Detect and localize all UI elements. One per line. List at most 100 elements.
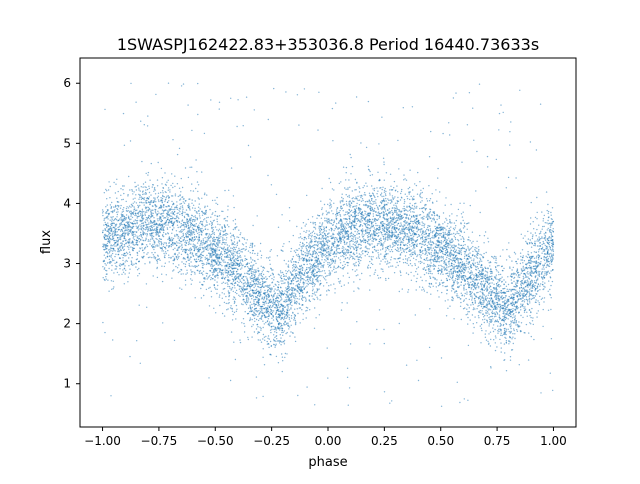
data-point: [158, 230, 161, 232]
data-point: [513, 305, 515, 307]
data-point: [474, 275, 477, 277]
data-point: [152, 232, 154, 234]
data-point: [346, 213, 349, 215]
data-point: [516, 262, 518, 265]
data-point: [505, 187, 507, 189]
data-point: [230, 289, 232, 291]
data-point: [288, 328, 290, 330]
data-point: [342, 223, 344, 225]
data-point: [490, 271, 492, 273]
data-point: [293, 289, 295, 291]
data-point: [149, 240, 151, 242]
data-point: [287, 282, 290, 284]
data-point: [440, 264, 442, 267]
data-point: [161, 265, 163, 267]
data-point: [370, 198, 373, 200]
data-point: [336, 237, 338, 239]
data-point: [432, 285, 434, 287]
data-point: [326, 242, 329, 244]
data-point: [494, 313, 497, 315]
data-point: [398, 322, 400, 325]
data-point: [217, 230, 220, 232]
data-point: [230, 331, 233, 333]
data-point: [163, 252, 165, 255]
data-point: [317, 214, 319, 216]
data-point: [179, 211, 181, 213]
data-point: [325, 254, 328, 257]
data-point: [305, 300, 307, 302]
data-point: [208, 258, 210, 260]
data-point: [173, 227, 175, 229]
data-point: [343, 249, 345, 251]
data-point: [377, 218, 380, 220]
data-point: [319, 231, 321, 234]
data-point: [399, 241, 401, 243]
data-point: [428, 243, 430, 245]
data-point: [355, 247, 357, 250]
data-point: [449, 247, 451, 249]
data-point: [259, 242, 262, 245]
data-point: [400, 232, 402, 234]
data-point: [538, 275, 541, 278]
data-point: [335, 213, 337, 216]
data-point: [421, 216, 424, 219]
data-point: [538, 224, 540, 226]
data-point: [294, 336, 296, 338]
data-point: [491, 272, 493, 275]
data-point: [471, 259, 473, 261]
data-point: [287, 266, 290, 268]
data-point: [115, 211, 118, 213]
data-point: [212, 239, 214, 241]
data-point: [541, 246, 544, 248]
data-point: [105, 206, 107, 208]
data-point: [311, 231, 313, 234]
data-point: [357, 212, 359, 214]
data-point: [416, 205, 418, 208]
data-point: [384, 251, 387, 253]
data-point: [135, 243, 138, 245]
data-point: [420, 254, 422, 256]
data-point: [404, 235, 407, 237]
data-point: [463, 287, 465, 290]
data-point: [257, 280, 259, 282]
data-point: [542, 240, 544, 243]
data-point: [391, 229, 393, 231]
data-point: [503, 301, 505, 303]
data-point: [260, 286, 262, 289]
data-point: [490, 289, 492, 291]
data-point: [504, 313, 506, 315]
data-point: [319, 261, 321, 263]
data-point: [500, 330, 502, 332]
data-point: [421, 200, 423, 202]
data-point: [212, 226, 214, 229]
data-point: [403, 202, 405, 205]
data-point: [184, 167, 187, 169]
data-point: [489, 282, 491, 284]
data-point: [109, 255, 111, 258]
data-point: [138, 272, 141, 275]
data-point: [486, 315, 488, 317]
data-point: [286, 303, 288, 306]
data-point: [458, 278, 460, 280]
data-point: [500, 104, 502, 106]
data-point: [397, 196, 399, 199]
data-point: [104, 267, 106, 269]
data-point: [369, 229, 371, 231]
data-point: [105, 264, 107, 266]
data-point: [551, 224, 553, 226]
data-point: [204, 228, 206, 230]
data-point: [434, 257, 436, 259]
data-point: [117, 253, 119, 256]
data-point: [477, 305, 479, 307]
data-point: [423, 233, 425, 236]
data-point: [409, 263, 412, 265]
data-point: [307, 235, 310, 237]
data-point: [389, 238, 391, 240]
data-point: [439, 191, 441, 193]
data-point: [206, 224, 208, 226]
data-point: [187, 243, 190, 246]
data-point: [326, 219, 329, 221]
data-point: [384, 193, 387, 195]
data-point: [368, 199, 370, 201]
data-point: [244, 265, 247, 268]
